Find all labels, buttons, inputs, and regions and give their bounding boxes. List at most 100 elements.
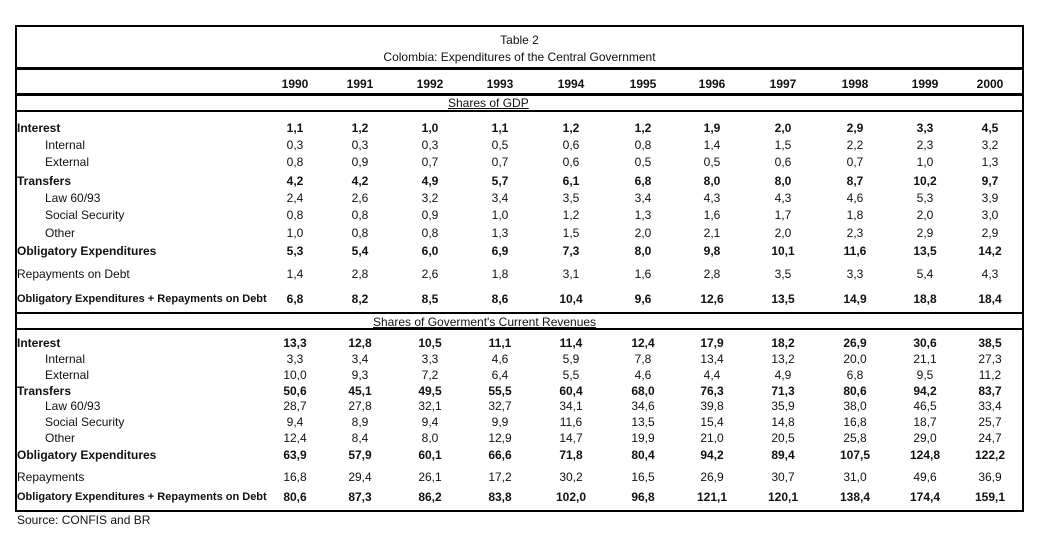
table-cell: 6,8 [286,292,304,306]
table-cell: 96,8 [631,490,655,504]
table-cell: 9,8 [703,244,721,258]
table-cell: 9,9 [491,415,509,429]
table-cell: 9,4 [421,415,439,429]
row-label: Obligatory Expenditures + Repayments on … [17,491,267,503]
table-cell: 94,2 [700,448,724,462]
row-label: Other [45,226,76,240]
table-cell: 17,9 [700,336,724,350]
table-cell: 0,5 [491,138,509,152]
table-cell: 3,9 [981,191,999,205]
table-cell: 25,7 [978,415,1002,429]
table-cell: 121,1 [696,490,728,504]
table-subtitle: Colombia: Expenditures of the Central Go… [383,50,656,64]
table-cell: 0,8 [421,226,439,240]
table-cell: 1,2 [351,121,369,135]
divider [15,110,1024,112]
table-cell: 45,1 [348,384,372,398]
row-label: External [45,368,90,382]
table-cell: 13,5 [913,244,937,258]
table-cell: 30,6 [913,336,937,350]
table-cell: 5,3 [286,244,304,258]
source-note: Source: CONFIS and BR [17,513,151,527]
table-cell: 4,3 [981,267,999,281]
table-cell: 11,6 [559,415,583,429]
table-cell: 2,0 [774,121,792,135]
table-cell: 2,4 [286,191,304,205]
table-cell: 120,1 [767,490,799,504]
table-cell: 38,5 [978,336,1002,350]
divider [15,93,1024,96]
row-label: Internal [45,138,86,152]
table-cell: 26,1 [418,470,442,484]
table-cell: 8,2 [351,292,369,306]
year-header: 1998 [841,77,869,91]
row-label: Law 60/93 [45,399,101,413]
row-label: Social Security [45,208,125,222]
table-cell: 5,5 [562,368,580,382]
table-cell: 36,9 [978,470,1002,484]
year-header: 1995 [629,77,657,91]
table-cell: 12,4 [631,336,655,350]
table-cell: 3,4 [634,191,652,205]
table-cell: 83,7 [978,384,1002,398]
table-cell: 18,2 [771,336,795,350]
table-cell: 1,1 [286,121,304,135]
row-label: Transfers [17,384,72,398]
table-cell: 0,7 [491,155,509,169]
table-cell: 68,0 [631,384,655,398]
row-label: Internal [45,352,86,366]
table-cell: 6,0 [421,244,439,258]
table-cell: 50,6 [283,384,307,398]
table-cell: 19,9 [631,431,655,445]
row-label: Transfers [17,174,72,188]
table-cell: 3,3 [846,267,864,281]
table-cell: 5,4 [351,244,369,258]
table-cell: 20,0 [843,352,867,366]
year-header: 1994 [557,77,585,91]
table-cell: 5,4 [916,267,934,281]
divider [15,312,1024,314]
table-cell: 3,3 [916,121,934,135]
table-cell: 0,8 [351,208,369,222]
table-cell: 94,2 [913,384,937,398]
year-header: 1996 [698,77,726,91]
row-label: Obligatory Expenditures [17,448,157,462]
table-cell: 2,0 [916,208,934,222]
table-cell: 1,0 [286,226,304,240]
table-cell: 4,2 [286,174,304,188]
row-label: Repayments [17,470,85,484]
table-cell: 13,5 [631,415,655,429]
table-cell: 4,6 [491,352,509,366]
table-cell: 0,8 [634,138,652,152]
table-cell: 1,2 [562,121,580,135]
section-heading-gdp: Shares of GDP [448,96,529,110]
table-cell: 0,6 [562,155,580,169]
table-cell: 2,6 [421,267,439,281]
table-cell: 11,1 [488,336,512,350]
table-cell: 5,9 [562,352,580,366]
table-cell: 89,4 [771,448,795,462]
year-header: 1997 [769,77,797,91]
table-cell: 16,8 [283,470,307,484]
table-title: Table 2 [500,33,539,47]
table-cell: 3,4 [351,352,369,366]
table-cell: 2,3 [846,226,864,240]
table-cell: 57,9 [348,448,372,462]
divider [15,67,1024,70]
table-cell: 3,2 [421,191,439,205]
table-cell: 159,1 [974,490,1006,504]
table-cell: 9,7 [981,174,999,188]
table-cell: 13,5 [771,292,795,306]
table-cell: 9,5 [916,368,934,382]
table-cell: 63,9 [283,448,307,462]
row-label: Interest [17,121,61,135]
table-cell: 11,2 [978,368,1002,382]
table-cell: 38,0 [843,399,867,413]
table-cell: 12,4 [283,431,307,445]
table-cell: 0,8 [286,208,304,222]
table-cell: 0,8 [286,155,304,169]
table-cell: 13,2 [771,352,795,366]
table-cell: 18,7 [913,415,937,429]
table-cell: 66,6 [488,448,512,462]
table-cell: 10,1 [771,244,795,258]
